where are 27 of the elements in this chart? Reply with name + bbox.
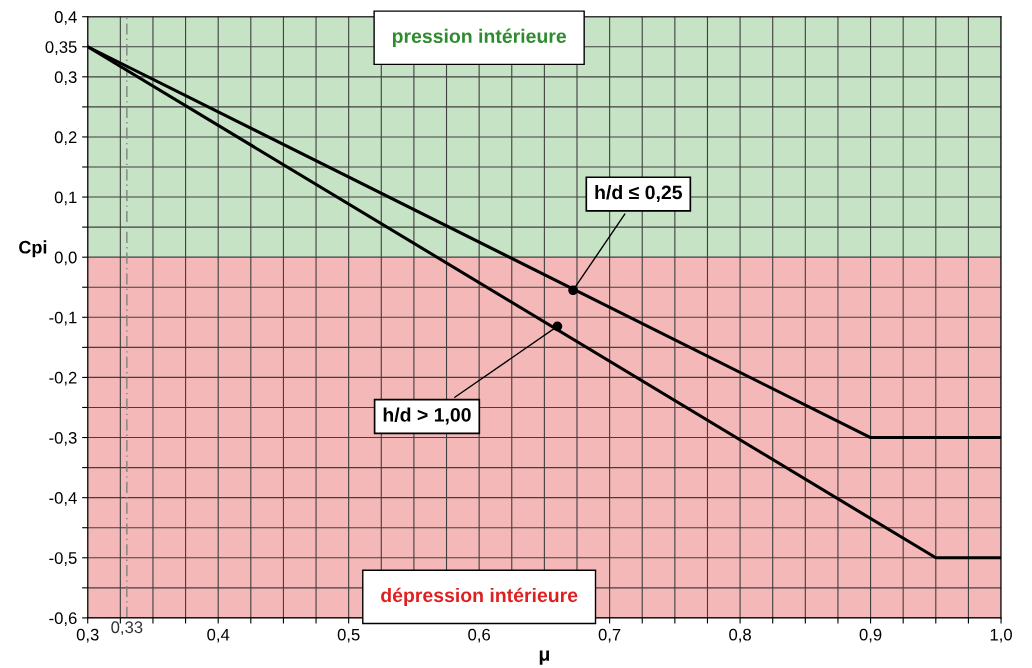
x-tick-label: 0,8 [729,628,751,643]
ref-line-label: 0,33 [111,621,143,636]
y-tick-label: 0,0 [54,251,77,266]
y-tick-label: -0,6 [49,612,77,627]
x-axis-title: μ [539,650,550,665]
y-tick-label: -0,5 [49,552,77,566]
x-tick-label: 0,3 [76,628,99,643]
y-tick-label: -0,3 [49,431,77,446]
x-tick-label: 0,6 [468,628,490,643]
x-tick-label: 0,5 [337,628,360,643]
x-tick-label: 0,4 [207,628,230,643]
y-tick-label: 0,4 [54,11,77,25]
band-label: dépression intérieure [381,587,578,607]
x-tick-label: 1,0 [990,628,1012,643]
band-label: pression intérieure [392,28,567,47]
y-tick-label: -0,2 [49,371,77,386]
annotation: h/d ≤ 0,25 [595,184,683,203]
x-tick-label: 0,9 [859,628,882,643]
y-tick-label: -0,4 [49,492,77,506]
y-tick-label: 0,1 [54,191,77,206]
y-tick-label: 0,3 [54,71,77,85]
x-tick-label: 0,7 [598,628,621,643]
y-tick-label: -0,1 [49,311,77,326]
y-tick-label: 0,35 [45,41,77,55]
y-tick-label: 0,2 [54,131,77,146]
y-axis-title: Cpi [19,240,47,258]
annotation: h/d > 1,00 [383,407,471,425]
